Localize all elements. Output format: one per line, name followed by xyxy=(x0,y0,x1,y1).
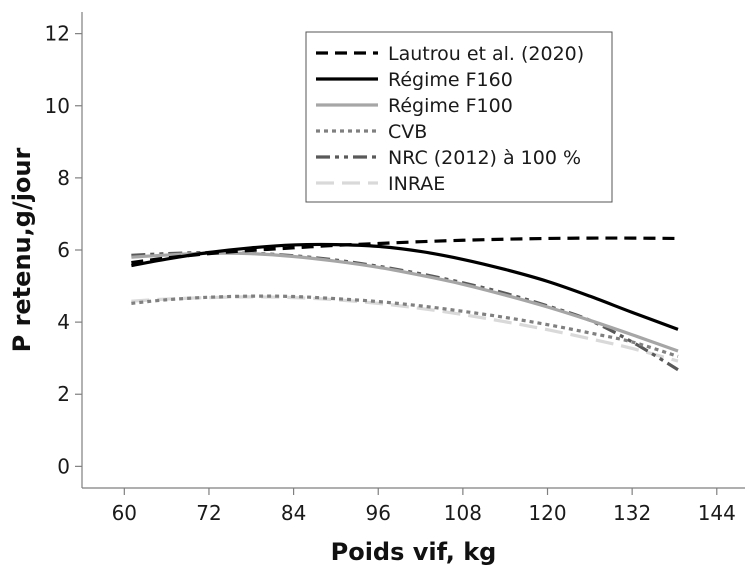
y-tick-label: 10 xyxy=(45,94,70,118)
series-line-1 xyxy=(131,236,679,265)
legend-label-4: CVB xyxy=(388,121,427,143)
x-ticks: 60 72 84 96 108 120 132 144 xyxy=(112,488,736,525)
y-tick-label: 4 xyxy=(57,310,70,334)
y-ticks: 0 2 4 6 8 10 12 xyxy=(45,22,82,478)
x-tick-label: 96 xyxy=(366,501,391,525)
legend-label-3: Régime F100 xyxy=(388,95,513,117)
y-tick-label: 0 xyxy=(57,454,70,478)
x-tick-label: 108 xyxy=(444,501,482,525)
series-line-2 xyxy=(131,242,679,331)
y-tick-label: 2 xyxy=(57,382,70,406)
legend-box xyxy=(305,31,613,203)
legend-label-6: INRAE xyxy=(388,173,445,195)
series-lines xyxy=(131,236,679,372)
y-axis-title: P retenu,g/jour xyxy=(8,148,36,353)
series-line-6 xyxy=(131,295,679,363)
series-line-5 xyxy=(131,250,679,372)
x-tick-label: 132 xyxy=(613,501,651,525)
x-tick-label: 72 xyxy=(196,501,221,525)
x-tick-label: 60 xyxy=(112,501,137,525)
legend-items: Lautrou et al. (2020) Régime F160 Régime F… xyxy=(316,43,584,195)
legend-label-5: NRC (2012) à 100 % xyxy=(388,147,581,169)
legend: Lautrou et al. (2020) Régime F160 Régime F… xyxy=(305,31,613,203)
y-tick-label: 6 xyxy=(57,238,70,262)
y-tick-label: 8 xyxy=(57,166,70,190)
x-axis-title: Poids vif, kg xyxy=(331,538,497,566)
series-line-4 xyxy=(131,294,679,358)
x-tick-label: 120 xyxy=(528,501,566,525)
series-line-3 xyxy=(131,251,679,353)
x-tick-label: 144 xyxy=(698,501,736,525)
y-tick-label: 12 xyxy=(45,22,70,46)
legend-label-2: Régime F160 xyxy=(388,69,513,91)
axes: 0 2 4 6 8 10 12 60 72 84 96 108 120 132 144 xyxy=(45,12,745,525)
legend-label-1: Lautrou et al. (2020) xyxy=(388,43,584,65)
x-tick-label: 84 xyxy=(281,501,306,525)
